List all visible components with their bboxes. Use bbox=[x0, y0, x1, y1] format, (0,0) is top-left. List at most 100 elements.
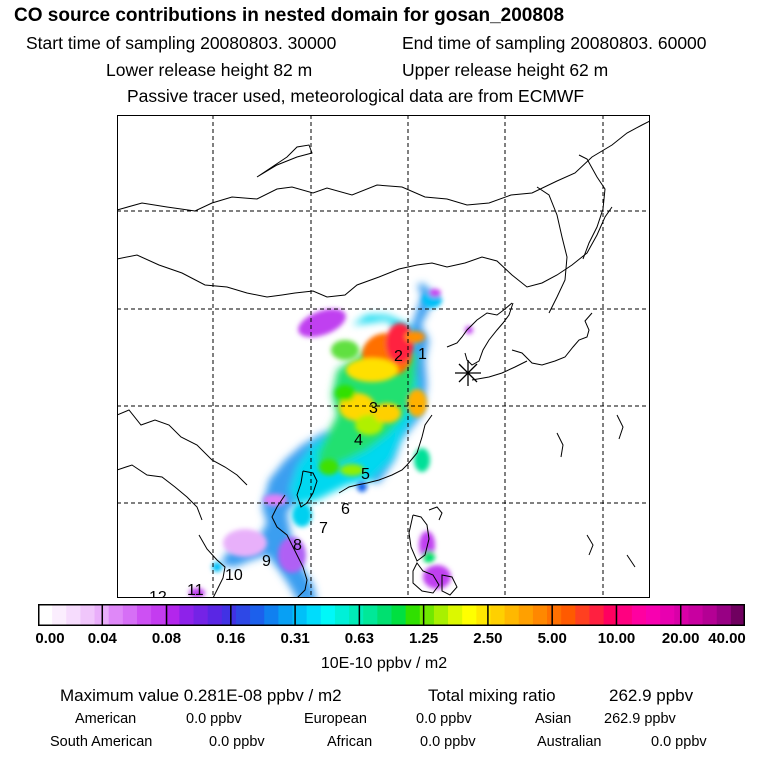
colorbar-cell bbox=[504, 604, 520, 626]
source-contribution-map: 1 2 3 4 5 6 7 8 9 10 11 12 bbox=[117, 115, 650, 598]
region-label: 5 bbox=[361, 466, 370, 483]
region-name-american: American bbox=[75, 711, 137, 727]
colorbar-cell bbox=[250, 604, 265, 626]
colorbar-cell bbox=[349, 604, 364, 626]
region-name-australian: Australian bbox=[537, 734, 602, 750]
colorbar-cell bbox=[448, 604, 463, 626]
total-value: 262.9 ppbv bbox=[609, 686, 694, 705]
colorbar-cell bbox=[136, 604, 152, 626]
plume-field bbox=[189, 283, 473, 598]
region-label: 8 bbox=[293, 537, 302, 554]
colorbar-cell bbox=[603, 604, 619, 626]
tracer-note: Passive tracer used, meteorological data… bbox=[127, 86, 585, 106]
colorbar-cell bbox=[433, 604, 449, 626]
colorbar-tick-label: 20.00 bbox=[661, 630, 700, 647]
colorbar-tick-label: 0.08 bbox=[151, 630, 182, 647]
region-label: 10 bbox=[225, 567, 243, 584]
colorbar-tick-label: 0.16 bbox=[216, 630, 246, 647]
colorbar-cell bbox=[207, 604, 223, 626]
colorbar-cell bbox=[221, 604, 237, 626]
colorbar-cell bbox=[631, 604, 647, 626]
region-name-asian: Asian bbox=[535, 711, 572, 727]
colorbar-cell bbox=[179, 604, 195, 626]
region-value-asian: 262.9 ppbv bbox=[604, 711, 676, 727]
lower-height: Lower release height 82 m bbox=[106, 60, 313, 80]
colorbar-cell bbox=[589, 604, 605, 626]
colorbar-cell bbox=[646, 604, 661, 626]
colorbar-tick-label: 40.00 bbox=[708, 630, 746, 647]
colorbar-cell bbox=[688, 604, 704, 626]
colorbar-cell bbox=[547, 604, 562, 626]
colorbar-cell bbox=[363, 604, 378, 626]
colorbar-cell bbox=[66, 604, 82, 626]
colorbar-cell bbox=[377, 604, 393, 626]
receptor-marker bbox=[455, 360, 481, 386]
colorbar-cell bbox=[264, 604, 279, 626]
region-value-european: 0.0 ppbv bbox=[416, 711, 472, 727]
colorbar-cell bbox=[151, 604, 166, 626]
upper-height: Upper release height 62 m bbox=[402, 60, 609, 80]
end-time: End time of sampling 20080803. 60000 bbox=[402, 33, 707, 53]
colorbar-cell bbox=[38, 604, 53, 626]
colorbar bbox=[38, 604, 745, 626]
colorbar-tick-label: 0.63 bbox=[344, 630, 374, 647]
colorbar-cell bbox=[306, 604, 322, 626]
region-value-african: 0.0 ppbv bbox=[420, 734, 476, 750]
colorbar-cell bbox=[165, 604, 180, 626]
colorbar-cell bbox=[476, 604, 492, 626]
colorbar-cell bbox=[419, 604, 435, 626]
region-label: 9 bbox=[262, 553, 271, 570]
colorbar-cell bbox=[52, 604, 67, 626]
colorbar-tick-label: 0.00 bbox=[35, 630, 65, 647]
start-time: Start time of sampling 20080803. 30000 bbox=[26, 33, 337, 53]
colorbar-cell bbox=[617, 604, 633, 626]
colorbar-cell bbox=[278, 604, 294, 626]
region-value-south-american: 0.0 ppbv bbox=[209, 734, 265, 750]
colorbar-tick-label: 0.31 bbox=[280, 630, 310, 647]
region-label: 4 bbox=[354, 432, 363, 449]
colorbar-cell bbox=[462, 604, 477, 626]
region-label: 2 bbox=[394, 348, 403, 365]
region-value-australian: 0.0 ppbv bbox=[651, 734, 707, 750]
colorbar-cell bbox=[292, 604, 308, 626]
region-label: 7 bbox=[319, 520, 328, 537]
region-value-american: 0.0 ppbv bbox=[186, 711, 242, 727]
colorbar-cell bbox=[108, 604, 124, 626]
colorbar-cell bbox=[674, 604, 690, 626]
colorbar-cell bbox=[193, 604, 209, 626]
region-label: 6 bbox=[341, 501, 350, 518]
colorbar-cell bbox=[716, 604, 732, 626]
colorbar-tick-label: 5.00 bbox=[537, 630, 567, 647]
colorbar-cell bbox=[235, 604, 251, 626]
colorbar-cell bbox=[320, 604, 336, 626]
map-grid bbox=[117, 115, 650, 598]
colorbar-cell bbox=[561, 604, 576, 626]
colorbar-cell bbox=[575, 604, 591, 626]
colorbar-unit: 10E-10 ppbv / m2 bbox=[320, 655, 448, 672]
colorbar-tick-label: 1.25 bbox=[408, 630, 439, 647]
colorbar-cell bbox=[80, 604, 96, 626]
colorbar-cell bbox=[490, 604, 506, 626]
colorbar-tick-label: 10.00 bbox=[597, 630, 636, 647]
colorbar-cell bbox=[518, 604, 534, 626]
colorbar-cell bbox=[532, 604, 548, 626]
colorbar-tick-label: 2.50 bbox=[473, 630, 503, 647]
colorbar-cell bbox=[702, 604, 718, 626]
colorbar-tick-label: 0.04 bbox=[87, 630, 117, 647]
colorbar-cell bbox=[730, 604, 745, 626]
colorbar-cell bbox=[405, 604, 421, 626]
region-labels: 1 2 3 4 5 6 7 8 9 10 11 12 bbox=[149, 346, 427, 598]
chart-title: CO source contributions in nested domain… bbox=[14, 5, 565, 26]
max-value: Maximum value 0.281E-08 ppbv / m2 bbox=[60, 686, 342, 705]
colorbar-cell bbox=[660, 604, 675, 626]
region-label: 12 bbox=[149, 589, 167, 598]
colorbar-cell bbox=[122, 604, 138, 626]
region-name-south-american: South American bbox=[50, 734, 153, 750]
total-label: Total mixing ratio bbox=[428, 686, 556, 705]
colorbar-cell bbox=[334, 604, 350, 626]
region-label: 11 bbox=[187, 582, 204, 598]
region-name-african: African bbox=[327, 734, 373, 750]
region-label: 1 bbox=[418, 346, 427, 363]
region-name-european: European bbox=[304, 711, 367, 727]
colorbar-cell bbox=[391, 604, 407, 626]
